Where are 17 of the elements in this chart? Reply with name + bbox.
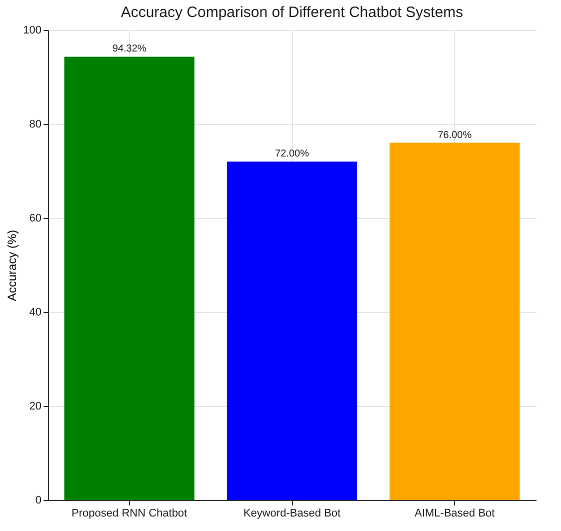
- chart-title: Accuracy Comparison of Different Chatbot Systems: [120, 4, 464, 21]
- y-tick-label: 20: [29, 400, 42, 412]
- data-label: 94.32%: [112, 44, 146, 55]
- y-tick-label: 80: [29, 118, 42, 130]
- y-tick-label: 60: [29, 212, 42, 224]
- x-tick-label: Keyword-Based Bot: [243, 508, 341, 520]
- bar: [226, 162, 358, 500]
- data-label: 72.00%: [275, 148, 310, 160]
- data-label: 76.00%: [438, 130, 472, 141]
- x-tick-label: AIML-Based Bot: [414, 508, 495, 520]
- x-tick-label: Proposed RNN Chatbot: [72, 508, 188, 520]
- bar: [64, 56, 194, 500]
- y-tick-label: 40: [29, 306, 42, 318]
- y-axis-title: Accuracy (%): [5, 230, 20, 302]
- y-tick-label: 0: [35, 494, 42, 506]
- bar: [390, 142, 520, 500]
- y-tick-label: 100: [23, 24, 42, 36]
